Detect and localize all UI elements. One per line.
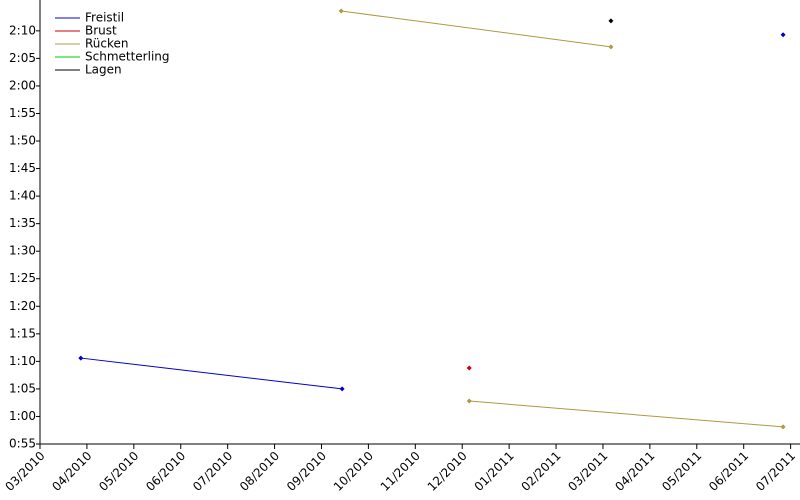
point-marker xyxy=(78,355,84,361)
y-tick-label: 1:05 xyxy=(9,381,36,395)
point-marker xyxy=(780,424,786,430)
x-tick-label: 10/2010 xyxy=(331,449,376,494)
x-tick-label: 06/2010 xyxy=(143,449,188,494)
x-tick-label: 03/2010 xyxy=(2,449,47,494)
point-marker xyxy=(608,44,614,50)
point-marker xyxy=(339,386,345,392)
legend-label: Brust xyxy=(85,24,117,38)
y-tick-label: 1:50 xyxy=(9,134,36,148)
y-tick-label: 1:55 xyxy=(9,106,36,120)
y-tick-label: 1:10 xyxy=(9,354,36,368)
point-marker xyxy=(780,32,786,38)
x-tick-label: 01/2011 xyxy=(472,449,517,494)
y-tick-label: 2:00 xyxy=(9,78,36,92)
x-tick-label: 04/2011 xyxy=(612,449,657,494)
series-line xyxy=(341,10,784,428)
point-marker xyxy=(338,8,344,14)
x-tick-label: 02/2011 xyxy=(518,449,563,494)
y-tick-label: 1:30 xyxy=(9,244,36,258)
y-tick-label: 1:20 xyxy=(9,299,36,313)
x-tick-label: 05/2010 xyxy=(96,449,141,494)
y-tick-label: 2:05 xyxy=(9,51,36,65)
x-tick-label: 07/2011 xyxy=(753,449,798,494)
point-marker xyxy=(608,18,614,24)
x-tick-label: 06/2011 xyxy=(706,449,751,494)
x-tick-label: 09/2010 xyxy=(284,449,329,494)
y-tick-label: 1:25 xyxy=(9,271,36,285)
point-marker xyxy=(466,398,472,404)
y-tick-label: 1:45 xyxy=(9,161,36,175)
x-tick-label: 04/2010 xyxy=(49,449,94,494)
y-tick-label: 0:55 xyxy=(9,437,36,451)
x-tick-label: 03/2011 xyxy=(565,449,610,494)
x-tick-label: 08/2010 xyxy=(237,449,282,494)
point-marker xyxy=(466,365,472,371)
legend-label: Schmetterling xyxy=(85,50,170,64)
y-tick-label: 1:40 xyxy=(9,189,36,203)
x-tick-label: 07/2010 xyxy=(190,449,235,494)
y-tick-label: 1:00 xyxy=(9,409,36,423)
legend-label: Lagen xyxy=(85,63,122,77)
x-tick-label: 12/2010 xyxy=(425,449,470,494)
y-tick-label: 2:10 xyxy=(9,23,36,37)
legend-label: Rücken xyxy=(85,37,129,51)
x-tick-label: 05/2011 xyxy=(659,449,704,494)
series-line xyxy=(81,35,783,389)
x-tick-label: 11/2010 xyxy=(378,449,423,494)
legend-label: Freistil xyxy=(85,11,124,25)
y-tick-label: 1:35 xyxy=(9,216,36,230)
y-tick-label: 1:15 xyxy=(9,326,36,340)
